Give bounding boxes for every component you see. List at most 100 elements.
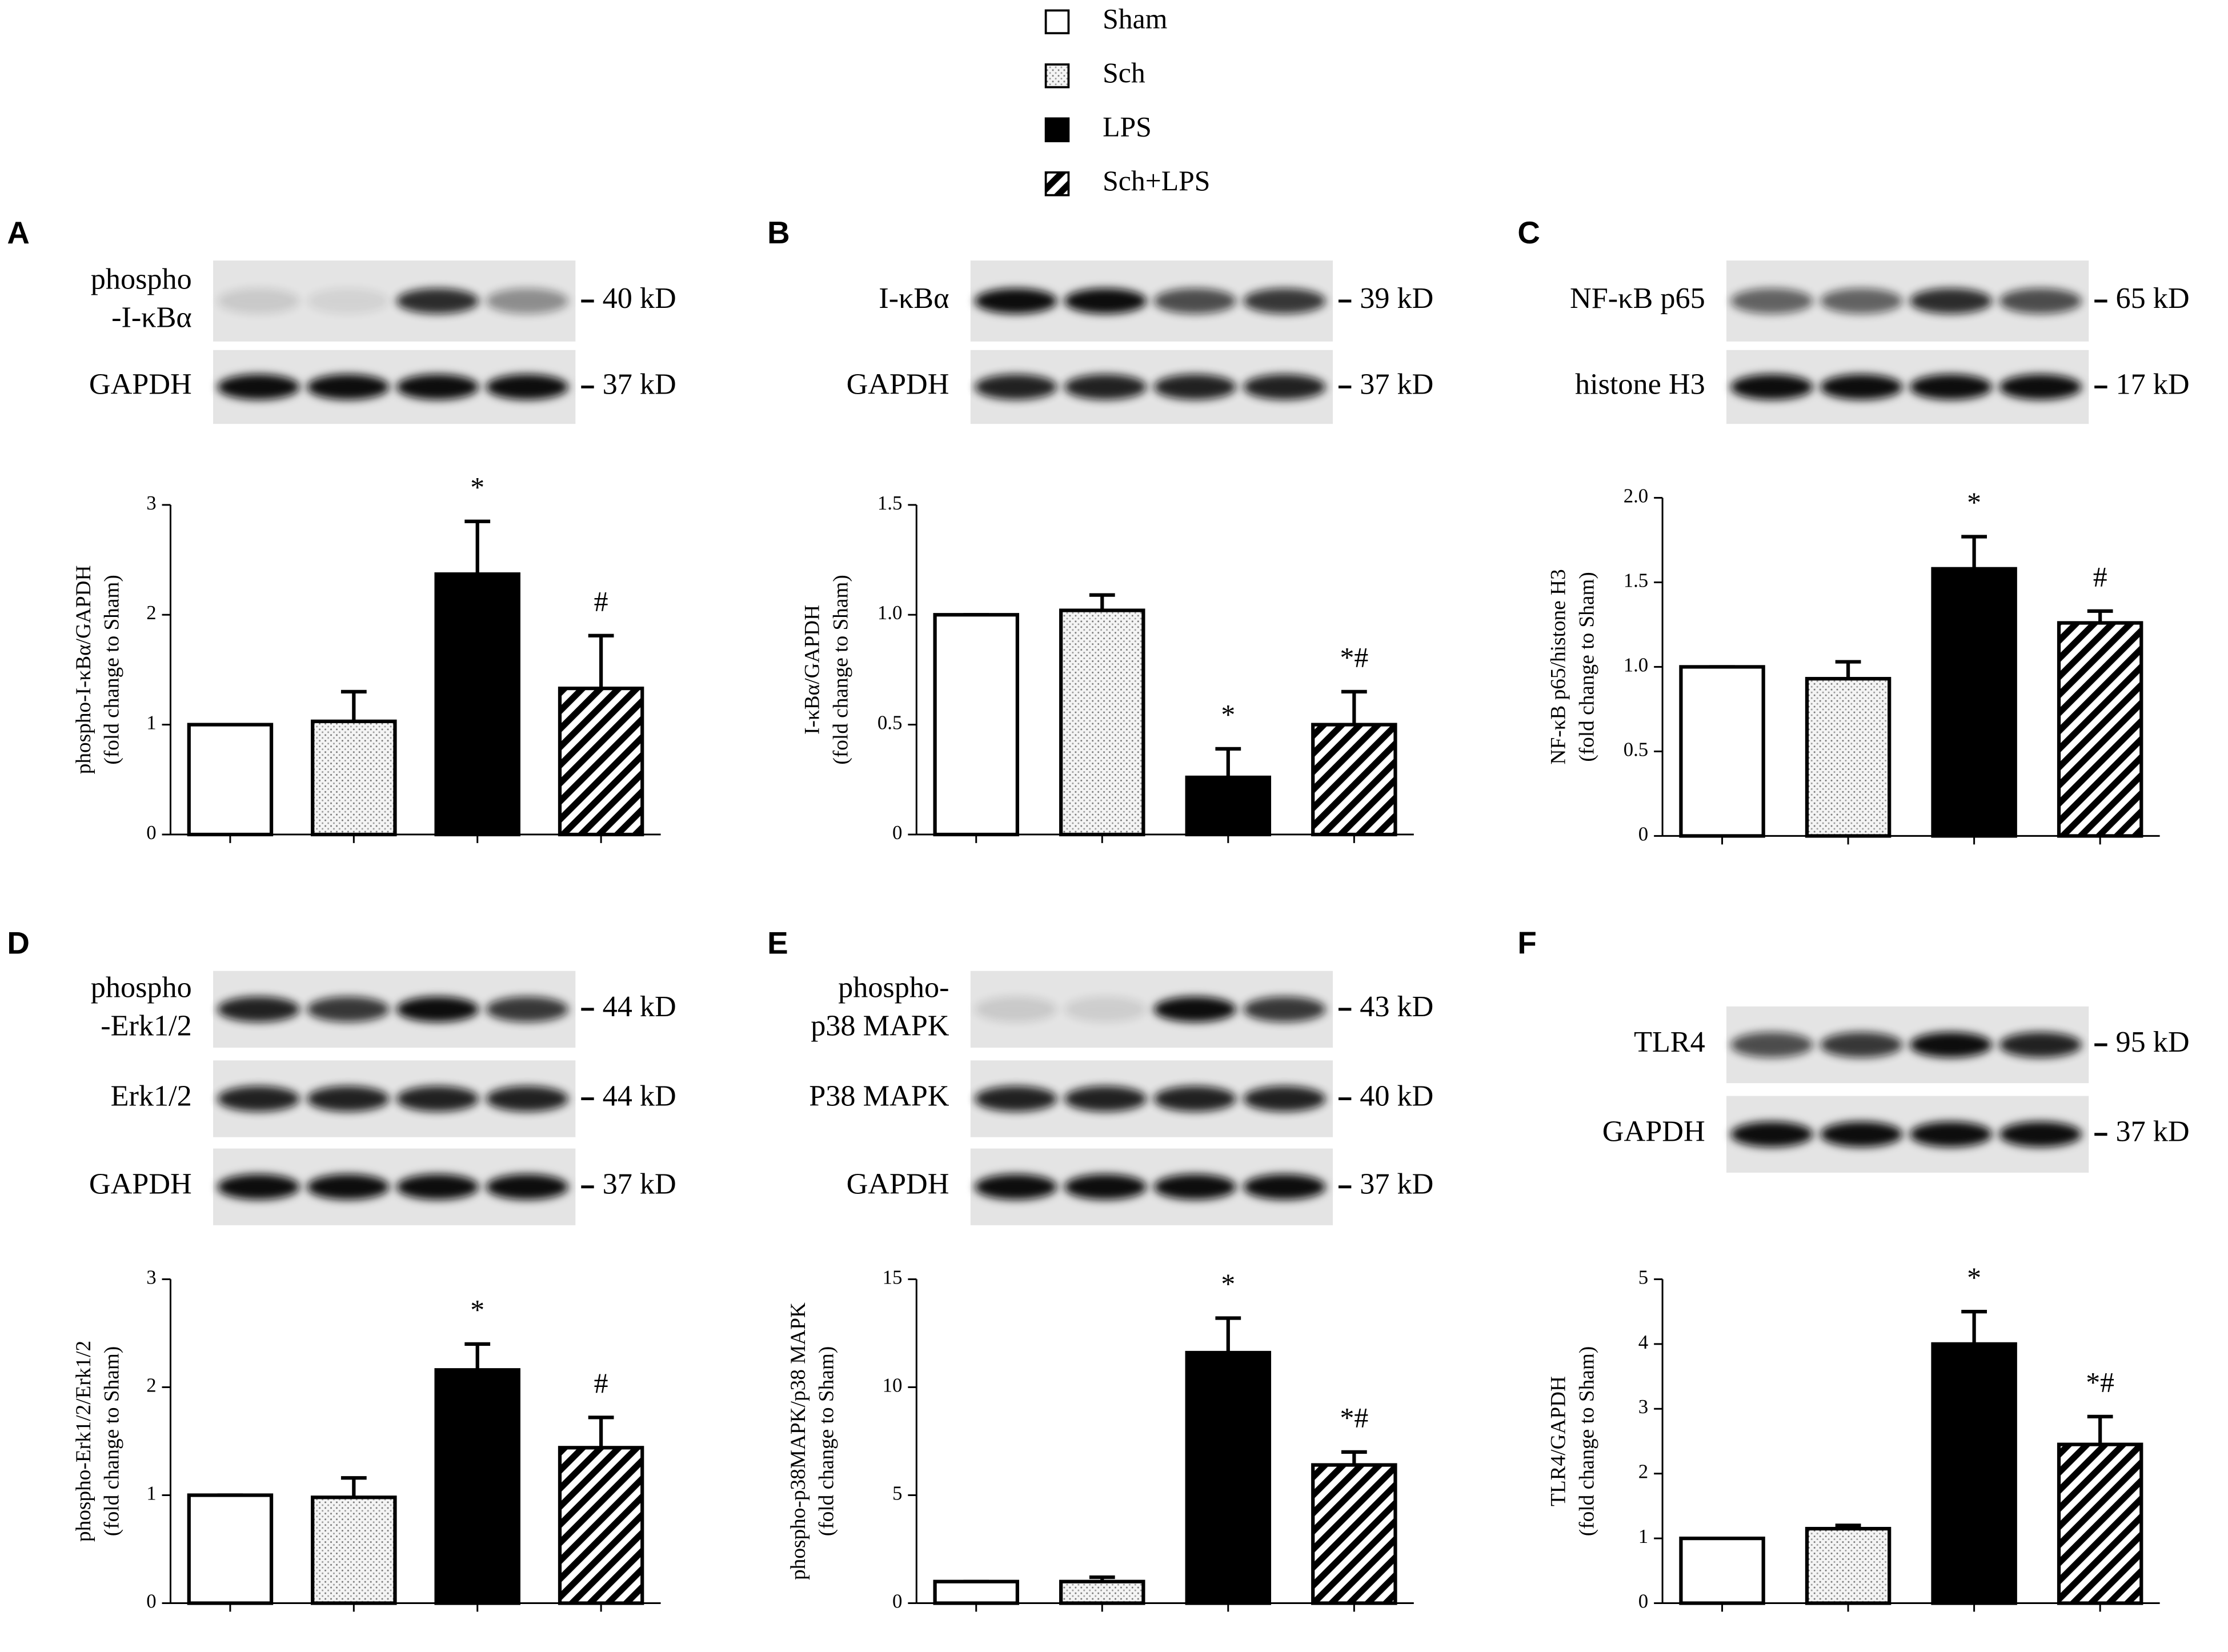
blot-band bbox=[1153, 374, 1236, 400]
blot-band bbox=[1064, 1174, 1147, 1200]
blot-band bbox=[1064, 374, 1147, 400]
y-tick-label: 0 bbox=[892, 821, 902, 844]
blot-label: Erk1/2 bbox=[111, 1080, 192, 1113]
blot-label: phospho bbox=[91, 262, 192, 295]
legend-swatch bbox=[1044, 9, 1070, 34]
bar bbox=[558, 686, 644, 837]
bar bbox=[558, 1446, 644, 1605]
y-tick-label: 2 bbox=[1638, 1461, 1648, 1483]
legend-swatch bbox=[1044, 117, 1070, 143]
panel-letter: C bbox=[1517, 215, 1540, 250]
y-tick-label: 4 bbox=[1638, 1331, 1648, 1353]
bar bbox=[311, 1495, 397, 1605]
bar bbox=[434, 1368, 520, 1605]
bar bbox=[187, 1493, 274, 1605]
legend-label: Sch+LPS bbox=[1103, 165, 1210, 197]
significance-mark: *# bbox=[2086, 1367, 2114, 1398]
blot-band bbox=[1820, 1032, 1903, 1058]
y-tick-label: 3 bbox=[1638, 1396, 1648, 1418]
legend-swatch bbox=[1044, 63, 1070, 89]
blot-band bbox=[1153, 1174, 1236, 1200]
y-tick-label: 15 bbox=[883, 1266, 903, 1288]
y-axis-label: (fold change to Sham) bbox=[829, 575, 852, 764]
y-tick-label: 1 bbox=[1638, 1525, 1648, 1547]
blot-band bbox=[307, 374, 390, 400]
y-tick-label: 1.0 bbox=[877, 602, 903, 624]
y-tick-label: 5 bbox=[1638, 1266, 1648, 1288]
size-label: 37 kD bbox=[2116, 1115, 2190, 1148]
significance-mark: * bbox=[470, 471, 484, 503]
blot-label: -I-κBα bbox=[111, 301, 192, 334]
significance-mark: * bbox=[470, 1294, 484, 1326]
blot-band bbox=[217, 996, 300, 1023]
blot-label: phospho- bbox=[838, 971, 949, 1004]
panel-letter: E bbox=[767, 925, 788, 960]
blot-band bbox=[1999, 1032, 2082, 1058]
blot-label: -Erk1/2 bbox=[101, 1009, 192, 1042]
y-axis-label: I-κBα/GAPDH bbox=[801, 605, 824, 735]
bar bbox=[1059, 1579, 1145, 1605]
size-label: 43 kD bbox=[1360, 990, 1433, 1023]
legend-label: Sham bbox=[1103, 3, 1167, 35]
y-tick-label: 0 bbox=[1638, 823, 1648, 845]
blot-band bbox=[486, 288, 568, 314]
y-axis-label: (fold change to Sham) bbox=[815, 1346, 839, 1536]
y-axis-label: phospho-Erk1/2/Erk1/2 bbox=[72, 1341, 95, 1542]
size-label: 40 kD bbox=[603, 282, 676, 315]
y-tick-label: 0 bbox=[1638, 1590, 1648, 1613]
bar bbox=[1931, 567, 2017, 838]
blot-label: I-κBα bbox=[879, 282, 949, 315]
bar bbox=[933, 1579, 1019, 1605]
blot-band bbox=[1243, 288, 1326, 314]
y-tick-label: 3 bbox=[146, 1266, 156, 1288]
blot-band bbox=[1820, 288, 1903, 314]
blot-band bbox=[307, 1086, 390, 1112]
blot-band bbox=[396, 996, 479, 1023]
bar bbox=[187, 723, 274, 837]
size-label: 65 kD bbox=[2116, 282, 2190, 315]
blot-band bbox=[975, 288, 1057, 314]
y-tick-label: 1.5 bbox=[1624, 569, 1649, 591]
bar bbox=[2057, 1442, 2143, 1605]
significance-mark: * bbox=[1967, 1262, 1981, 1293]
legend-label: LPS bbox=[1103, 111, 1152, 143]
blot-band bbox=[1730, 288, 1813, 314]
blot-band bbox=[1243, 1086, 1326, 1112]
blot-band bbox=[1909, 288, 1993, 314]
y-axis-label: (fold change to Sham) bbox=[1575, 572, 1598, 761]
blot-label: histone H3 bbox=[1575, 367, 1705, 400]
bar bbox=[1931, 1342, 2017, 1605]
blot-band bbox=[1730, 1032, 1813, 1058]
y-tick-label: 0 bbox=[892, 1590, 902, 1613]
blot-band bbox=[307, 1174, 390, 1200]
blot-band bbox=[1999, 1121, 2082, 1148]
blot-band bbox=[1909, 374, 1993, 400]
significance-mark: * bbox=[1221, 1268, 1235, 1300]
y-axis-label: (fold change to Sham) bbox=[101, 1346, 124, 1536]
y-tick-label: 0.5 bbox=[1624, 738, 1649, 760]
bar bbox=[1185, 775, 1272, 837]
size-label: 37 kD bbox=[1360, 1168, 1433, 1201]
y-tick-label: 1 bbox=[146, 712, 156, 734]
panel-letter: D bbox=[7, 925, 30, 960]
bar bbox=[1311, 1463, 1397, 1605]
y-tick-label: 2 bbox=[146, 1374, 156, 1396]
y-tick-label: 5 bbox=[892, 1482, 902, 1504]
blot-band bbox=[217, 1086, 300, 1112]
y-axis-label: (fold change to Sham) bbox=[1575, 1346, 1598, 1536]
blot-band bbox=[1243, 996, 1326, 1023]
blot-band bbox=[1153, 996, 1236, 1023]
size-label: 17 kD bbox=[2116, 367, 2190, 400]
blot-band bbox=[1730, 374, 1813, 400]
blot-band bbox=[975, 996, 1057, 1023]
blot-band bbox=[217, 1174, 300, 1200]
blot-band bbox=[217, 374, 300, 400]
blot-band bbox=[1243, 1174, 1326, 1200]
blot-label: GAPDH bbox=[89, 367, 192, 400]
blot-band bbox=[217, 288, 300, 314]
blot-label: phospho bbox=[91, 971, 192, 1004]
y-axis-label: TLR4/GAPDH bbox=[1547, 1376, 1570, 1506]
blot-band bbox=[1243, 374, 1326, 400]
